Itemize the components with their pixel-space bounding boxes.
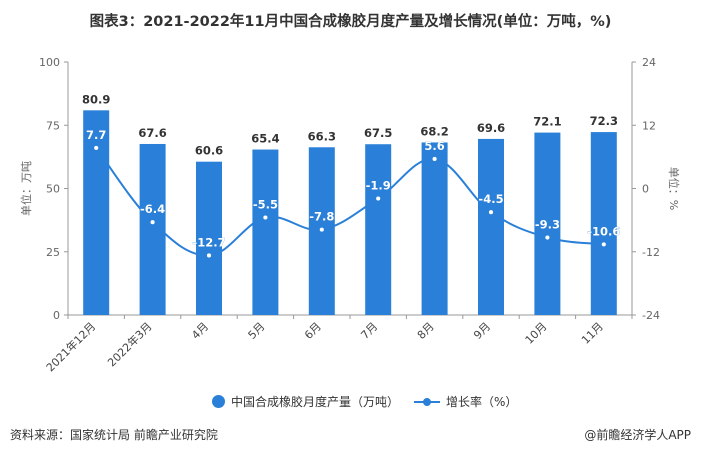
y-tick-label-left: 0 (53, 309, 60, 322)
x-tick-label: 5月 (246, 320, 268, 342)
y-tick-label-right: 0 (642, 183, 649, 196)
x-tick-label: 8月 (415, 320, 437, 342)
y-axis-title-left: 单位：万吨 (19, 161, 33, 216)
bar-value-label: 67.5 (364, 126, 392, 140)
bar (196, 161, 222, 315)
x-tick-label: 6月 (302, 320, 324, 342)
chart-axes: 0 25 50 75 100 -24 -12 0 12 24 2021年12月 2022年3月 4月 5月… (19, 56, 681, 374)
bar-value-label: 68.2 (420, 124, 448, 138)
x-tick-label: 7月 (358, 320, 380, 342)
bar-value-label: 65.4 (251, 132, 279, 146)
footer: 资料来源：国家统计局 前瞻产业研究院 @前瞻经济学人APP (10, 426, 691, 442)
bar-value-label: 72.3 (590, 114, 618, 128)
growth-point (374, 194, 382, 203)
y-tick-label-right: 12 (642, 119, 656, 132)
legend-label-growth: 增长率（%） (446, 395, 518, 409)
legend-bar-swatch (212, 395, 225, 408)
bar-series (83, 110, 617, 315)
y-tick-label-left: 75 (46, 119, 60, 132)
growth-point (487, 208, 495, 216)
x-tick-label: 9月 (471, 320, 493, 342)
bar-value-label: 72.1 (533, 115, 561, 129)
line-series (92, 144, 608, 259)
growth-point (431, 155, 439, 163)
y-tick-label-right: -24 (642, 309, 660, 322)
bar (534, 132, 561, 315)
x-tick-label: 4月 (189, 320, 211, 342)
bar-value-label: 66.3 (308, 129, 336, 143)
growth-value-label: -4.5 (478, 192, 503, 206)
growth-value-label: -1.9 (366, 179, 391, 193)
legend-item-production: 中国合成橡胶月度产量（万吨） (212, 393, 399, 410)
bar (590, 132, 617, 315)
growth-point (261, 213, 269, 222)
x-tick-label: 11月 (579, 320, 606, 347)
brand-credit: @前瞻经济学人APP (584, 428, 691, 442)
growth-point (543, 233, 551, 242)
growth-value-label: -12.7 (192, 235, 225, 249)
y-tick-label-right: 24 (642, 56, 656, 69)
growth-line (95, 147, 604, 257)
growth-point (205, 251, 213, 259)
growth-value-label: 7.7 (86, 128, 106, 142)
growth-value-label: -7.8 (309, 210, 334, 224)
y-tick-label-left: 50 (46, 183, 60, 196)
y-axis-title-right: 单位：% (667, 167, 681, 210)
legend: 中国合成橡胶月度产量（万吨） 增长率（%） (0, 393, 701, 413)
legend-label-production: 中国合成橡胶月度产量（万吨） (231, 395, 400, 409)
growth-value-label: -5.5 (253, 197, 278, 211)
y-tick-label-left: 100 (39, 56, 60, 69)
x-tick-label: 2022年3月 (105, 319, 155, 369)
y-tick-label-right: -12 (642, 246, 660, 259)
bar (365, 144, 392, 315)
x-tick-label: 2021年12月 (43, 319, 98, 374)
bar (478, 138, 504, 315)
legend-line-swatch (414, 395, 440, 408)
bar-value-label: 69.6 (477, 121, 505, 135)
growth-value-label: -9.3 (535, 218, 560, 232)
growth-point (318, 226, 326, 234)
bar-value-label: 80.9 (82, 92, 110, 106)
growth-value-label: -10.6 (587, 224, 620, 238)
legend-item-growth: 增长率（%） (414, 393, 517, 410)
chart-svg: 0 25 50 75 100 -24 -12 0 12 24 2021年12月 2022年3月 4月 5月… (19, 56, 681, 374)
x-tick-label: 10月 (523, 320, 550, 347)
growth-point (92, 144, 100, 152)
bar-value-label: 67.6 (138, 126, 166, 140)
data-labels: 80.9 67.6 60.6 65.4 66.3 67.5 68.2 69.6 72.1 72.3… (82, 92, 621, 249)
growth-point (600, 240, 608, 248)
growth-value-label: 5.6 (424, 139, 444, 153)
chart-title: 图表3：2021-2022年11月中国合成橡胶月度产量及增长情况(单位：万吨，%… (89, 14, 612, 30)
y-tick-label-left: 25 (46, 246, 60, 259)
bar-value-label: 60.6 (195, 144, 223, 158)
growth-point (149, 218, 157, 226)
source-note: 资料来源：国家统计局 前瞻产业研究院 (10, 428, 218, 442)
growth-value-label: -6.4 (140, 202, 165, 216)
bar (252, 149, 279, 315)
bar (421, 142, 448, 315)
